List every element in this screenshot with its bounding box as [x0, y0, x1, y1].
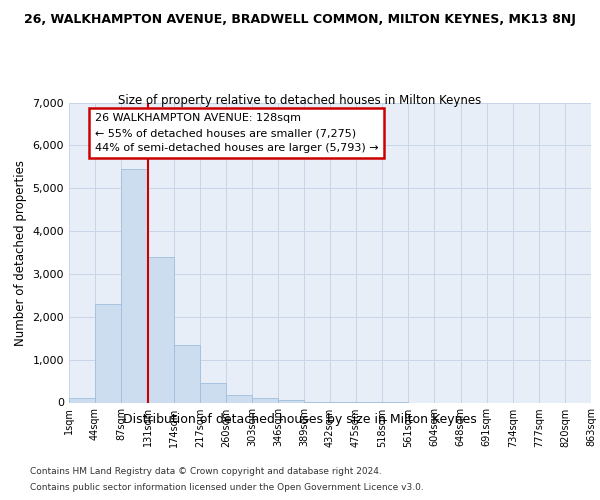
Bar: [200, 383, 226, 402]
Text: Contains public sector information licensed under the Open Government Licence v3: Contains public sector information licen…: [30, 484, 424, 492]
Text: Size of property relative to detached houses in Milton Keynes: Size of property relative to detached ho…: [118, 94, 482, 107]
Text: Contains HM Land Registry data © Crown copyright and database right 2024.: Contains HM Land Registry data © Crown c…: [30, 468, 382, 476]
Text: 26 WALKHAMPTON AVENUE: 128sqm
← 55% of detached houses are smaller (7,275)
44% o: 26 WALKHAMPTON AVENUE: 128sqm ← 55% of d…: [95, 113, 379, 153]
Bar: [95, 304, 121, 402]
Bar: [252, 398, 278, 402]
Text: 26, WALKHAMPTON AVENUE, BRADWELL COMMON, MILTON KEYNES, MK13 8NJ: 26, WALKHAMPTON AVENUE, BRADWELL COMMON,…: [24, 12, 576, 26]
Y-axis label: Number of detached properties: Number of detached properties: [14, 160, 27, 346]
Bar: [121, 169, 147, 402]
Bar: [148, 257, 174, 402]
Bar: [174, 344, 200, 403]
Bar: [69, 398, 95, 402]
Text: Distribution of detached houses by size in Milton Keynes: Distribution of detached houses by size …: [123, 412, 477, 426]
Bar: [278, 400, 304, 402]
Bar: [226, 395, 252, 402]
